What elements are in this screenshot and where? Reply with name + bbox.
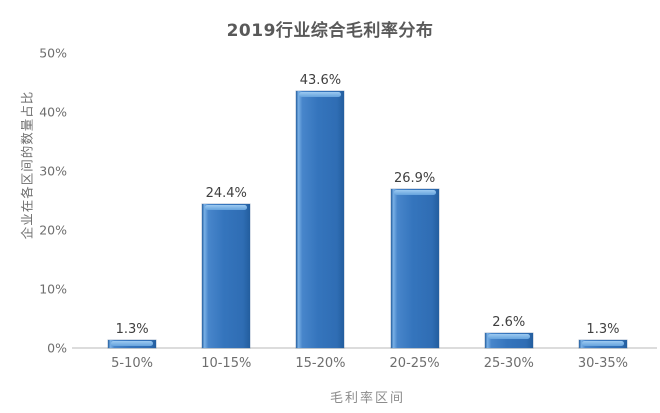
bar <box>484 332 533 348</box>
bar-value-label: 26.9% <box>393 171 436 187</box>
y-axis-tick-label: 50% <box>39 44 67 60</box>
x-axis-category-label: 10-15% <box>201 356 252 371</box>
x-axis-line <box>72 347 657 349</box>
bar-value-label: 24.4% <box>205 186 247 202</box>
bar-column: 24.4% <box>179 53 273 348</box>
x-axis-category-label: 30-35% <box>577 356 629 371</box>
y-axis-ticks: 0% 10% 20% 30% 40% 50% <box>0 46 75 353</box>
y-axis-tick-label: 30% <box>39 162 67 178</box>
y-axis-tick-label: 10% <box>39 280 67 296</box>
bar <box>108 340 157 348</box>
bar-column: 2.6% <box>462 53 556 348</box>
x-axis-category-label: 25-30% <box>483 356 534 371</box>
bar-column: 1.3% <box>556 53 650 348</box>
bar <box>202 204 251 348</box>
plot-area: 1.3% 24.4% 43.6% 26.9% 2.6% 1.3% <box>85 53 650 348</box>
bar-value-label: 1.3% <box>115 322 149 338</box>
bar-column: 43.6% <box>273 53 367 348</box>
chart-title: 2019行业综合毛利率分布 <box>226 21 434 41</box>
bar <box>296 90 345 348</box>
bar-column: 26.9% <box>368 53 462 348</box>
bar <box>578 340 627 348</box>
x-axis-category-label: 15-20% <box>295 356 346 371</box>
bar-value-label: 2.6% <box>492 314 526 330</box>
x-axis-labels: 5-10% 10-15% 15-20% 20-25% 25-30% 30-35% <box>85 356 650 371</box>
x-axis-category-label: 20-25% <box>389 356 440 371</box>
bar-value-label: 43.6% <box>299 72 342 88</box>
bar-column: 1.3% <box>85 53 179 348</box>
y-axis-tick-label: 0% <box>47 339 67 355</box>
x-axis-title: 毛利率区间 <box>329 391 405 406</box>
bar-value-label: 1.3% <box>586 322 620 338</box>
y-axis-tick-label: 20% <box>39 221 67 237</box>
y-axis-tick-label: 40% <box>39 103 67 119</box>
bar <box>390 189 439 348</box>
x-axis-category-label: 5-10% <box>111 356 154 371</box>
